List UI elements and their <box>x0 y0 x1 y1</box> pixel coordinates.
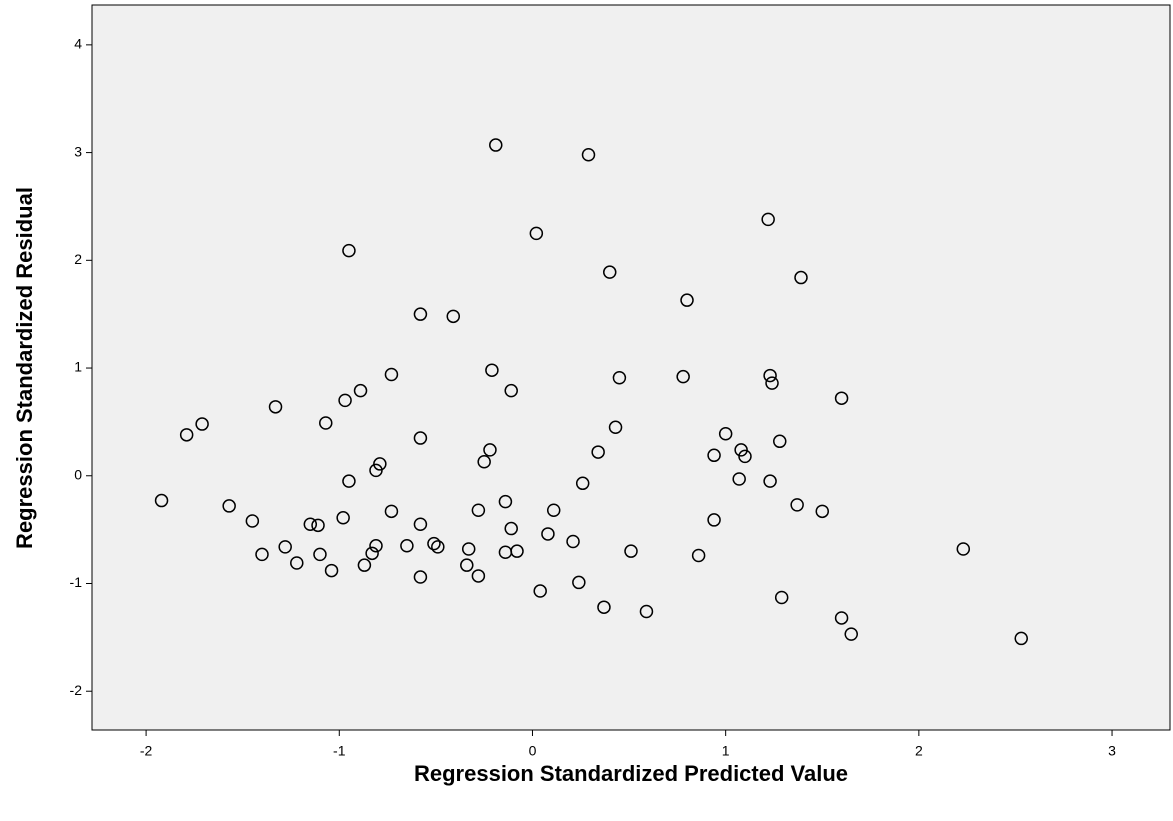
x-axis-title: Regression Standardized Predicted Value <box>414 761 848 786</box>
x-tick-label: -2 <box>140 743 153 759</box>
plot-area <box>92 5 1170 730</box>
x-tick-label: 2 <box>915 743 923 759</box>
y-tick-label: -2 <box>70 682 83 698</box>
y-tick-label: 3 <box>74 143 82 159</box>
y-tick-label: 2 <box>74 251 82 267</box>
chart: Regression Standardized Predicted Value … <box>0 0 1173 816</box>
x-tick-label: -1 <box>333 743 346 759</box>
y-tick-label: 1 <box>74 359 82 375</box>
y-tick-label: 4 <box>74 36 82 52</box>
y-tick-label: -1 <box>70 574 83 590</box>
y-axis-title: Regression Standardized Residual <box>12 187 37 549</box>
x-tick-label: 0 <box>529 743 537 759</box>
x-tick-label: 1 <box>722 743 730 759</box>
y-tick-label: 0 <box>74 466 82 482</box>
x-tick-label: 3 <box>1108 743 1116 759</box>
